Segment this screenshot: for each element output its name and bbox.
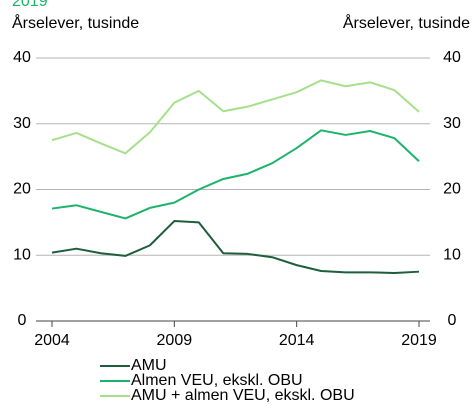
- series-line: [51, 79, 420, 155]
- y-tick-label: 40: [13, 49, 31, 66]
- x-tick-label: 2009: [157, 332, 193, 349]
- chart-title: 2019: [12, 0, 48, 10]
- y2-tick-label: 0: [448, 312, 457, 329]
- series-line: [51, 220, 420, 275]
- y-tick-label: 20: [13, 181, 31, 198]
- series-line: [51, 129, 420, 220]
- y2-tick-label: 30: [443, 115, 461, 132]
- y2-tick-label: 10: [443, 246, 461, 263]
- legend-label: Almen VEU, ekskl. OBU: [131, 372, 303, 389]
- y2-axis-label: Årselever, tusinde: [343, 13, 470, 32]
- y-tick-label: 30: [13, 115, 31, 132]
- y-tick-label: 10: [13, 246, 31, 263]
- x-tick-label: 2019: [401, 332, 437, 349]
- y2-tick-label: 40: [443, 49, 461, 66]
- y-axis-label: Årselever, tusinde: [12, 13, 139, 32]
- legend-label: AMU: [131, 357, 167, 374]
- y2-tick-label: 20: [443, 181, 461, 198]
- x-tick-label: 2004: [34, 332, 70, 349]
- x-tick-label: 2014: [279, 332, 315, 349]
- legend-label: AMU + almen VEU, ekskl. OBU: [131, 387, 355, 404]
- y-tick-label: 0: [18, 312, 27, 329]
